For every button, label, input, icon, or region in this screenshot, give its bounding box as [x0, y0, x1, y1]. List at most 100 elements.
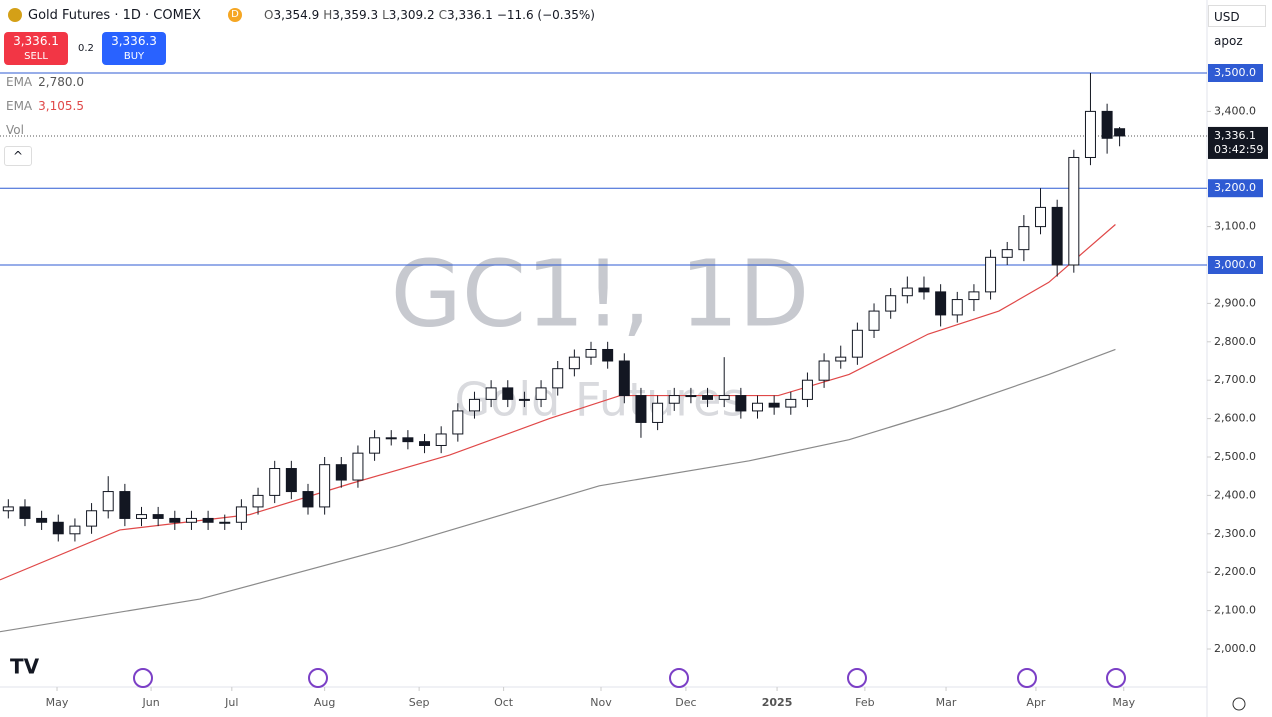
- settings-icon[interactable]: [1232, 697, 1246, 711]
- candle-body: [69, 525, 81, 535]
- symbol[interactable]: Gold Futures · 1D · COMEX: [28, 8, 201, 23]
- candle-body: [885, 295, 897, 312]
- ohlc-key: O: [264, 8, 274, 22]
- candle-body: [169, 517, 181, 523]
- candle-body: [369, 437, 381, 454]
- ohlc-value: 3,336.1: [447, 8, 493, 22]
- candle-body: [252, 494, 264, 508]
- candle-body: [502, 387, 514, 400]
- candle-body: [52, 521, 64, 535]
- candle-body: [818, 360, 830, 381]
- x-tick-label: Nov: [590, 696, 612, 709]
- last-price-box: [1208, 126, 1268, 159]
- ema-line: [0, 224, 1116, 581]
- currency[interactable]: USD: [1208, 5, 1266, 27]
- candle-body: [901, 287, 913, 297]
- x-tick-label: Sep: [409, 696, 430, 709]
- ema-line: [0, 348, 1116, 633]
- buy-label: BUY: [123, 51, 145, 62]
- candle-body: [635, 395, 647, 423]
- sell-label: SELL: [24, 51, 48, 62]
- candle-body: [618, 360, 630, 397]
- candle-body: [19, 506, 31, 519]
- candle-body: [768, 402, 780, 408]
- x-tick-label: Jun: [141, 696, 159, 709]
- candle-body: [868, 310, 880, 331]
- candle-body: [918, 287, 930, 293]
- candle-body: [568, 356, 580, 370]
- y-tick-label: 2,000.0: [1214, 642, 1256, 655]
- candle-body: [219, 521, 231, 524]
- candle-body: [801, 379, 813, 400]
- candle-body: [235, 506, 247, 523]
- change: −11.6 (−0.35%): [496, 8, 595, 22]
- candle-body: [652, 402, 664, 423]
- level-label: 3,000.0: [1214, 258, 1256, 271]
- candle-body: [2, 506, 14, 512]
- sell-button[interactable]: 3,336.1 SELL: [4, 32, 68, 65]
- collapse-button[interactable]: ^: [4, 146, 32, 166]
- candle-body: [985, 256, 997, 293]
- volume-label: Vol: [6, 123, 24, 137]
- logo: TV: [10, 655, 40, 679]
- level-label-box: [1208, 179, 1263, 198]
- candle-body: [335, 464, 347, 481]
- candle-body: [668, 395, 680, 404]
- candle-body: [1114, 128, 1126, 137]
- level-label: 3,500.0: [1214, 66, 1256, 79]
- legend-item: EMA 2,780.0: [6, 75, 84, 89]
- candle-body: [851, 329, 863, 358]
- candle-body: [951, 299, 963, 316]
- candle-body: [1035, 206, 1047, 228]
- x-tick-label: Jul: [224, 696, 238, 709]
- candle-body: [352, 452, 364, 481]
- scale-mode[interactable]: apoz: [1214, 34, 1243, 48]
- candle-body: [535, 387, 547, 400]
- legend-name: EMA: [6, 75, 33, 89]
- level-label-box: [1208, 256, 1263, 274]
- x-tick-label: May: [46, 696, 69, 709]
- y-tick-label: 2,100.0: [1214, 604, 1256, 617]
- x-tick-label: Dec: [675, 696, 696, 709]
- candle-body: [785, 398, 797, 408]
- candle-body: [102, 491, 114, 512]
- candle-body: [552, 368, 564, 389]
- y-tick-label: 2,300.0: [1214, 527, 1256, 540]
- candle-body: [452, 410, 464, 435]
- legend-name: EMA: [6, 99, 33, 113]
- y-tick-label: 2,200.0: [1214, 565, 1256, 578]
- countdown: 03:42:59: [1214, 143, 1263, 156]
- y-tick-label: 3,100.0: [1214, 220, 1256, 233]
- watermark-subtitle: Gold Futures: [455, 373, 746, 427]
- candle-body: [1101, 110, 1113, 139]
- x-tick-label: May: [1112, 696, 1135, 709]
- sell-price: 3,336.1: [13, 34, 59, 48]
- x-tick-label: Feb: [855, 696, 874, 709]
- buy-price: 3,336.3: [111, 34, 157, 48]
- buy-button[interactable]: 3,336.3 BUY: [102, 32, 166, 65]
- ohlc-value: 3,359.3: [332, 8, 379, 22]
- candle-body: [718, 395, 730, 400]
- candle-body: [136, 514, 148, 519]
- legend-value: 2,780.0: [38, 75, 84, 89]
- candle-body: [152, 514, 164, 519]
- level-label: 3,200.0: [1214, 181, 1256, 194]
- badge: D: [228, 8, 242, 22]
- event-icons: [133, 668, 1126, 688]
- candle-body: [585, 348, 597, 358]
- x-tick-label: Aug: [314, 696, 335, 709]
- ohlc-key: H: [323, 8, 333, 22]
- candle-body: [835, 356, 847, 362]
- candle-body: [269, 468, 281, 496]
- ohlc-value: 3,309.2: [388, 8, 435, 22]
- candle-body: [402, 437, 414, 443]
- spread: 0.2: [78, 43, 94, 54]
- y-tick-label: 2,800.0: [1214, 335, 1256, 348]
- legend-value: 3,105.5: [38, 99, 84, 113]
- candle-body: [968, 291, 980, 301]
- candle-body: [935, 291, 947, 316]
- ohlc-value: 3,354.9: [273, 8, 320, 22]
- ohlc: O3,354.9 H3,359.3 L3,309.2 C3,336.1 −11.6 (−…: [260, 8, 595, 22]
- candle-body: [435, 433, 447, 446]
